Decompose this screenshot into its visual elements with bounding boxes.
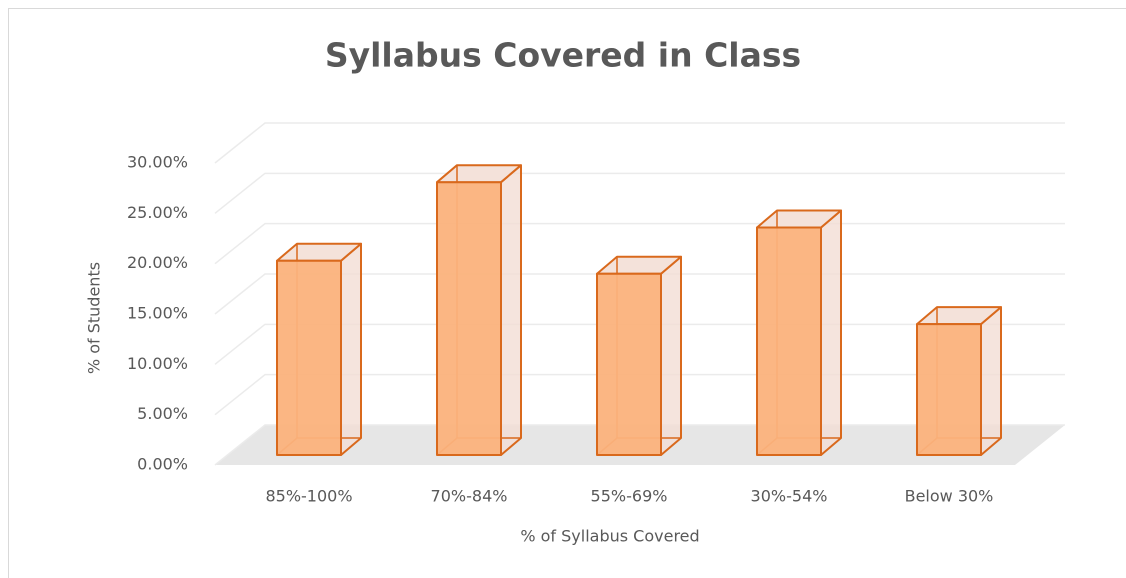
x-tick-label: 85%-100% <box>265 487 352 506</box>
bar-front <box>916 323 982 456</box>
chart-border <box>8 8 1126 578</box>
bar-front <box>596 272 662 456</box>
y-tick-label: 10.00% <box>127 354 188 373</box>
chart-title: Syllabus Covered in Class <box>325 36 801 75</box>
grid-line <box>214 172 1065 214</box>
x-tick-label: 30%-54% <box>751 487 828 506</box>
x-axis-label: % of Syllabus Covered <box>520 527 699 546</box>
bar-front <box>756 226 822 456</box>
bar <box>916 306 1002 456</box>
x-tick-label: Below 30% <box>905 487 994 506</box>
bar-side <box>500 164 522 456</box>
y-tick-label: 30.00% <box>127 153 188 172</box>
bar <box>596 255 682 456</box>
grid-line <box>214 122 1065 164</box>
y-tick-label: 5.00% <box>137 404 188 423</box>
y-axis-label: % of Students <box>85 262 104 374</box>
bar <box>436 164 522 456</box>
x-tick-label: 70%-84% <box>431 487 508 506</box>
bar-side <box>340 242 362 456</box>
x-tick-label: 55%-69% <box>591 487 668 506</box>
bar-front <box>436 181 502 456</box>
y-tick-label: 20.00% <box>127 253 188 272</box>
bar-front <box>276 259 342 457</box>
bar-side <box>820 209 842 456</box>
bar-side <box>660 255 682 456</box>
bar-side <box>980 306 1002 456</box>
y-tick-label: 15.00% <box>127 304 188 323</box>
bar <box>756 209 842 456</box>
bar <box>276 242 362 457</box>
y-tick-label: 25.00% <box>127 203 188 222</box>
y-tick-label: 0.00% <box>137 455 188 474</box>
